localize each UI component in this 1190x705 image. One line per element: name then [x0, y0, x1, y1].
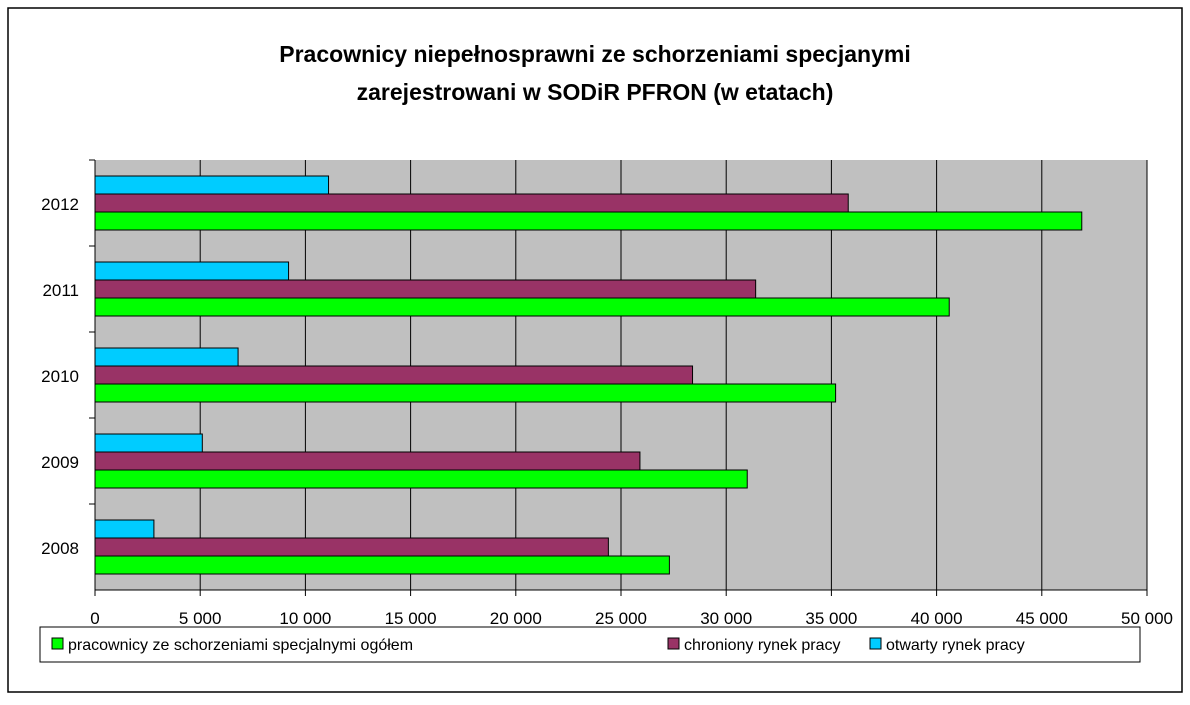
x-tick-label: 5 000 [179, 609, 222, 628]
x-tick-label: 20 000 [490, 609, 542, 628]
bar [94, 383, 837, 403]
bar [94, 433, 203, 453]
x-tick-label: 50 000 [1121, 609, 1173, 628]
chart-title: zarejestrowani w SODiR PFRON (w etatach) [357, 79, 834, 105]
legend-swatch [51, 637, 64, 650]
y-tick-label: 2010 [41, 367, 79, 386]
bar [94, 451, 641, 471]
x-tick-label: 15 000 [385, 609, 437, 628]
bar [94, 175, 330, 195]
x-tick-label: 35 000 [805, 609, 857, 628]
y-tick-label: 2008 [41, 539, 79, 558]
bar [94, 365, 694, 385]
bar [94, 347, 239, 367]
legend [39, 626, 1141, 663]
bar [94, 261, 290, 281]
bar [94, 469, 748, 489]
legend-swatch [869, 637, 882, 650]
y-tick-label: 2009 [41, 453, 79, 472]
bar [94, 211, 1083, 231]
bar [94, 193, 849, 213]
legend-label: chroniony rynek pracy [684, 637, 841, 654]
legend-label: pracownicy ze schorzeniami specjalnymi o… [68, 637, 413, 654]
chart-title: Pracownicy niepełnosprawni ze schorzenia… [279, 41, 910, 67]
y-tick-label: 2012 [41, 195, 79, 214]
bar [94, 279, 757, 299]
x-tick-label: 45 000 [1016, 609, 1068, 628]
x-tick-label: 30 000 [700, 609, 752, 628]
x-tick-label: 25 000 [595, 609, 647, 628]
legend-label: otwarty rynek pracy [886, 637, 1025, 654]
bar [94, 537, 609, 557]
x-tick-label: 0 [90, 609, 99, 628]
bar [94, 297, 950, 317]
y-tick-label: 2011 [42, 281, 79, 300]
bar [94, 555, 670, 575]
x-tick-label: 10 000 [279, 609, 331, 628]
bar [94, 519, 155, 539]
x-tick-label: 40 000 [911, 609, 963, 628]
legend-swatch [667, 637, 680, 650]
